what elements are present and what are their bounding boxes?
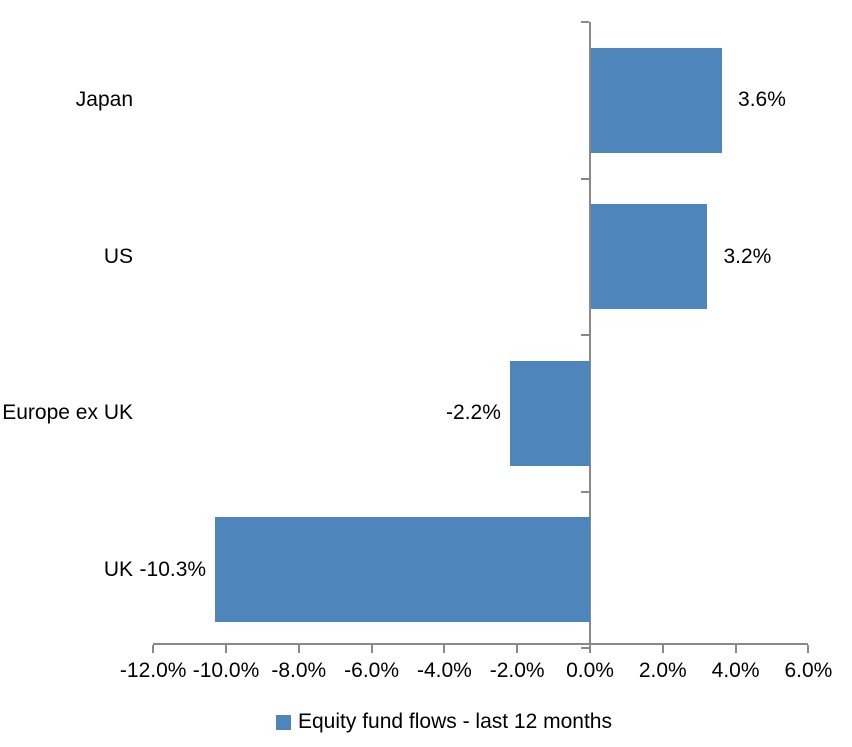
x-axis-tick [734, 645, 737, 653]
legend: Equity fund flows - last 12 months [276, 710, 612, 734]
x-axis-tick [297, 645, 300, 653]
x-axis-tick [589, 645, 591, 653]
category-label: Europe ex UK [2, 401, 133, 425]
y-axis-tick [581, 21, 589, 23]
y-axis-tick [581, 334, 589, 336]
bar-uk [215, 517, 590, 623]
x-axis-tick-label: 4.0% [711, 659, 760, 682]
x-axis-tick-label: -10.0% [192, 659, 260, 682]
y-axis-tick [581, 490, 589, 493]
legend-label: Equity fund flows - last 12 months [298, 710, 612, 733]
y-axis-tick [581, 647, 589, 649]
x-axis-line [153, 643, 809, 645]
bar-europe-ex-uk [509, 360, 590, 466]
x-axis-tick [516, 645, 519, 653]
category-label: Japan [75, 88, 133, 112]
bar-japan [591, 47, 723, 153]
data-label: -10.3% [139, 557, 207, 581]
data-label: 3.2% [723, 244, 772, 268]
x-axis-tick [807, 645, 810, 653]
x-axis-tick-label: 0.0% [566, 659, 614, 682]
x-axis-tick [370, 645, 373, 653]
x-axis-tick-label: -2.0% [489, 659, 545, 682]
data-label: -2.2% [446, 401, 501, 425]
x-axis-tick-label: 6.0% [784, 659, 833, 682]
x-axis-tick-label: 2.0% [638, 659, 687, 682]
x-axis-tick [661, 645, 664, 653]
y-axis-tick [581, 177, 589, 180]
x-axis-tick-label: -12.0% [119, 659, 187, 682]
x-axis-tick [443, 645, 446, 653]
data-label: 3.6% [738, 88, 786, 112]
x-axis-tick [225, 645, 227, 653]
bar-us [591, 204, 708, 310]
legend-color-swatch [276, 714, 291, 730]
category-label: US [103, 244, 133, 268]
y-axis-line [589, 22, 591, 653]
x-axis-tick-label: -4.0% [416, 659, 472, 682]
x-axis-tick [152, 645, 155, 653]
x-axis-tick-label: -8.0% [271, 659, 327, 682]
x-axis-tick-label: -6.0% [344, 659, 400, 682]
category-label: UK [103, 557, 133, 581]
